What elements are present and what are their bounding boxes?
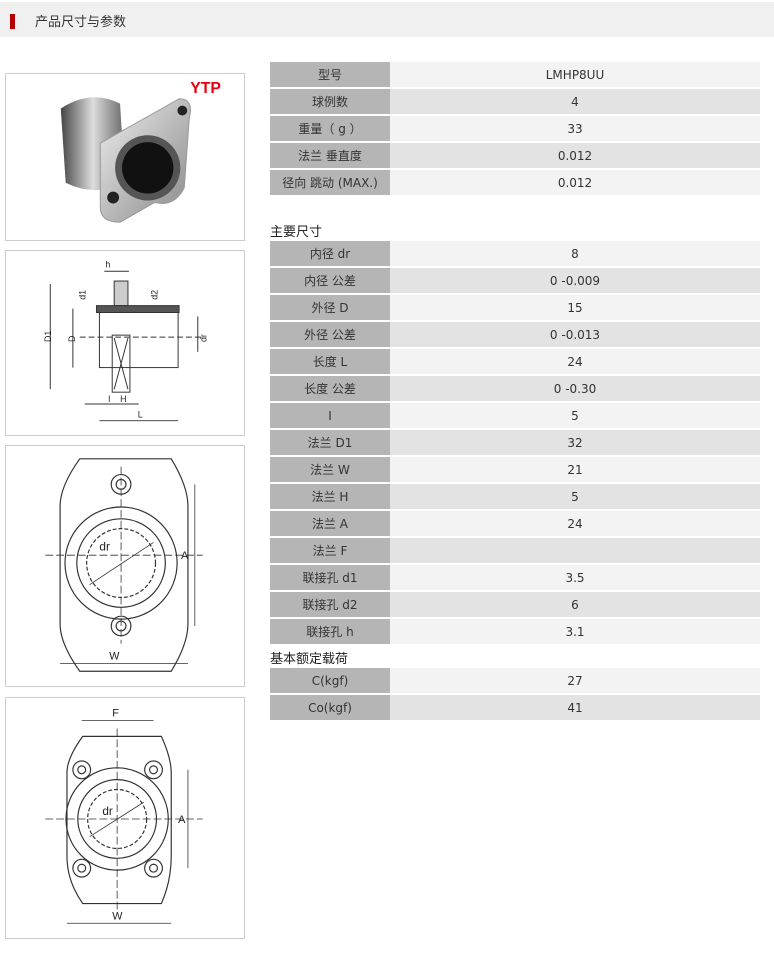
section-title: 产品尺寸与参数 (35, 15, 127, 30)
table-row: 外径 公差 0 -0.013 (270, 322, 760, 347)
table-row: C(kgf) 27 (270, 668, 760, 693)
row-label: I (270, 403, 390, 428)
section-title-load: 基本额定载荷 (270, 652, 349, 667)
brand-logo: YTP (190, 80, 221, 97)
label-A: A (181, 550, 189, 562)
label-D1: D1 (43, 331, 53, 342)
product-photo: YTP (5, 73, 245, 241)
row-value: 21 (390, 457, 760, 482)
row-value: 33 (390, 116, 760, 141)
row-label: 联接孔 d2 (270, 592, 390, 617)
table-row: 联接孔 d2 6 (270, 592, 760, 617)
row-label: 重量（ g ） (270, 116, 390, 141)
row-value: 41 (390, 695, 760, 720)
table-row: 重量（ g ） 33 (270, 116, 760, 141)
table-row: 联接孔 h 3.1 (270, 619, 760, 644)
label-l: l (108, 394, 110, 404)
label-D: D (67, 336, 77, 342)
label-dr: dr (99, 539, 110, 553)
row-value: 32 (390, 430, 760, 455)
label-A: A (178, 814, 186, 826)
row-value: 0 -0.009 (390, 268, 760, 293)
table-row: 长度 公差 0 -0.30 (270, 376, 760, 401)
row-value: 15 (390, 295, 760, 320)
label-W: W (112, 910, 123, 922)
table-row: 球例数 4 (270, 89, 760, 114)
table-row: 法兰 F (270, 538, 760, 563)
spec-table-main: 内径 dr 8 内径 公差 0 -0.009 外径 D 15 外径 公差 0 -0.013 长度… (270, 241, 760, 646)
row-value: 27 (390, 668, 760, 693)
label-d2: d2 (149, 290, 159, 300)
table-row: 法兰 垂直度 0.012 (270, 143, 760, 168)
row-label: 径向 跳动 (MAX.) (270, 170, 390, 195)
table-row: 法兰 A 24 (270, 511, 760, 536)
label-L: L (138, 410, 143, 420)
row-label: 外径 公差 (270, 322, 390, 347)
label-dr: dr (102, 804, 113, 818)
row-label: 球例数 (270, 89, 390, 114)
table-row: 长度 L 24 (270, 349, 760, 374)
row-value: 24 (390, 511, 760, 536)
row-label: 长度 公差 (270, 376, 390, 401)
row-label: C(kgf) (270, 668, 390, 693)
label-dr: dr (199, 334, 209, 342)
row-value: 8 (390, 241, 760, 266)
row-label: 法兰 H (270, 484, 390, 509)
table-row: 法兰 D1 32 (270, 430, 760, 455)
row-value: 5 (390, 484, 760, 509)
table-row: 内径 dr 8 (270, 241, 760, 266)
section-header: 产品尺寸与参数 (0, 2, 774, 37)
spec-table-load: C(kgf) 27 Co(kgf) 41 (270, 668, 760, 722)
row-label: 内径 公差 (270, 268, 390, 293)
row-label: 法兰 A (270, 511, 390, 536)
row-label: 长度 L (270, 349, 390, 374)
table-row: 联接孔 d1 3.5 (270, 565, 760, 590)
row-value: 4 (390, 89, 760, 114)
row-label: 法兰 D1 (270, 430, 390, 455)
diagram-side-section: h d1 d2 D1 D dr l H L (5, 250, 245, 436)
row-value: 0.012 (390, 170, 760, 195)
row-value (390, 538, 760, 563)
table-row: 外径 D 15 (270, 295, 760, 320)
row-label: 内径 dr (270, 241, 390, 266)
table-row: 型号 LMHP8UU (270, 62, 760, 87)
row-value: 3.1 (390, 619, 760, 644)
header-accent-bar (10, 14, 15, 29)
row-value: 0.012 (390, 143, 760, 168)
label-h: h (105, 259, 110, 269)
row-value: 0 -0.30 (390, 376, 760, 401)
row-value: 3.5 (390, 565, 760, 590)
row-label: 外径 D (270, 295, 390, 320)
spec-table-basic: 型号 LMHP8UU 球例数 4 重量（ g ） 33 法兰 垂直度 0.012 径向 … (270, 62, 760, 197)
row-label: 法兰 W (270, 457, 390, 482)
row-label: 法兰 F (270, 538, 390, 563)
row-value: 24 (390, 349, 760, 374)
row-label: Co(kgf) (270, 695, 390, 720)
table-row: 法兰 W 21 (270, 457, 760, 482)
table-row: 内径 公差 0 -0.009 (270, 268, 760, 293)
table-row: Co(kgf) 41 (270, 695, 760, 720)
label-H: H (120, 394, 126, 404)
row-value: 5 (390, 403, 760, 428)
label-d1: d1 (78, 290, 88, 300)
table-row: 径向 跳动 (MAX.) 0.012 (270, 170, 760, 195)
label-F: F (112, 708, 119, 720)
row-label: 法兰 垂直度 (270, 143, 390, 168)
row-value: 6 (390, 592, 760, 617)
row-value: LMHP8UU (390, 62, 760, 87)
label-W: W (109, 650, 120, 662)
row-label: 型号 (270, 62, 390, 87)
diagram-front-4-hole: F dr A W (5, 697, 245, 939)
row-label: 联接孔 d1 (270, 565, 390, 590)
section-title-main: 主要尺寸 (270, 225, 323, 240)
row-value: 0 -0.013 (390, 322, 760, 347)
diagram-front-2-hole: dr A W (5, 445, 245, 687)
row-label: 联接孔 h (270, 619, 390, 644)
